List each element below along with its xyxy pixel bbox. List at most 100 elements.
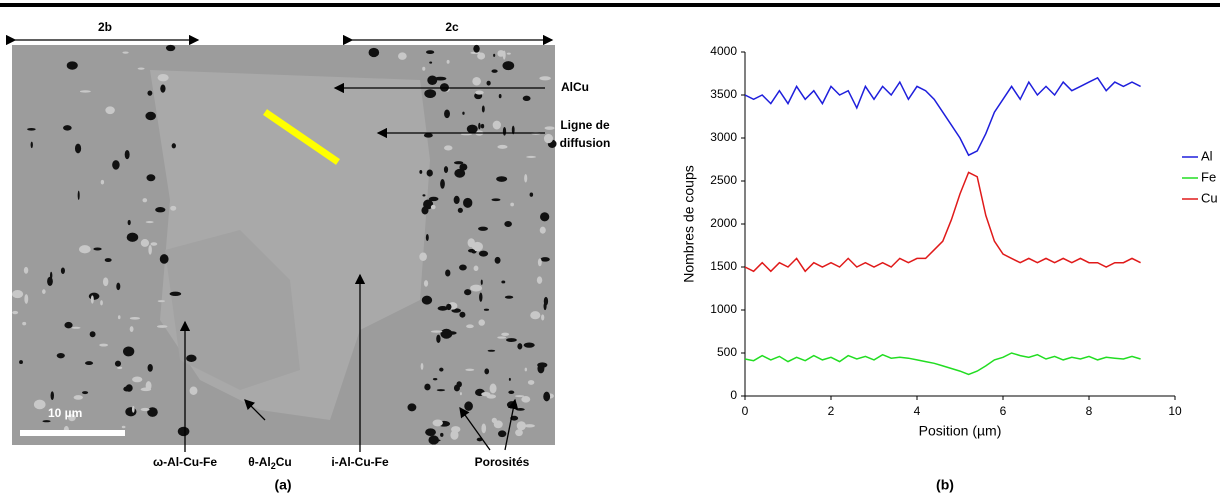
pore [502,126,507,136]
label-part: θ-Al [248,455,270,469]
pore [426,50,435,55]
pore [100,179,105,185]
pore [60,267,65,274]
pore [423,252,426,259]
pore [541,314,545,321]
pore [478,319,485,326]
pore [440,328,453,339]
pore [522,95,531,102]
pore [426,169,433,177]
pore [486,80,491,86]
pore [504,220,512,228]
pore [131,405,135,413]
pore [436,334,441,343]
data-line [744,76,1141,157]
pore [453,161,464,165]
pore [530,311,541,320]
y-tick-label: 3500 [710,87,737,101]
pore [478,226,488,231]
pore [508,390,515,394]
pore [446,303,452,311]
pore [537,258,542,267]
pore [456,381,462,388]
pore [506,338,517,342]
pore [446,59,450,64]
arrow [244,399,266,421]
label: 2c [445,20,459,34]
pore [429,61,433,64]
pore [459,392,462,396]
pore [140,239,150,247]
pore [430,330,443,333]
data-line [744,352,1141,376]
pore [82,391,89,395]
pore [145,221,154,224]
pore [497,144,508,149]
grain [165,230,300,390]
pore [493,53,496,57]
pore [497,430,507,438]
pore [491,69,498,73]
pore [428,435,440,445]
pore [483,308,490,311]
pore [527,380,535,385]
pore [421,295,433,305]
pore [539,226,546,234]
scan-line [263,109,340,165]
pore [79,245,91,254]
pore [523,342,535,348]
y-tick-label: 1500 [710,259,737,273]
pore [147,364,153,372]
caption: (a) [274,477,291,493]
pore [440,179,445,189]
pore [423,133,433,138]
pore [543,133,554,144]
pore [501,280,506,284]
pore [501,332,510,337]
pore [64,321,73,329]
pore [467,238,475,248]
pore [50,391,54,401]
pore [12,289,24,299]
pore [544,126,555,130]
pore [126,232,139,242]
pore [146,174,156,182]
label: AlCu [561,80,589,94]
pore [539,76,551,81]
pore [516,421,526,431]
label: Porosités [475,455,530,469]
pore [73,395,83,400]
pore [444,109,450,119]
pore [19,360,23,365]
pore [459,163,468,171]
top-rule [0,3,1220,7]
y-tick-label: 500 [717,345,737,359]
pore [42,289,46,295]
pore [543,296,549,306]
pore [100,300,103,306]
x-tick-label: 10 [1168,404,1182,418]
pore [125,407,137,417]
pore [504,295,514,299]
pore [89,331,96,338]
pore [433,439,441,442]
pore [407,403,417,412]
pore [171,143,176,149]
pore [24,294,29,304]
pore [481,423,487,434]
pore [102,277,109,287]
pore [480,123,485,129]
x-tick-label: 4 [914,404,921,418]
scale-bar [20,430,125,436]
label-part: 2 [271,461,276,471]
pore [79,90,91,93]
pore [114,360,122,367]
pore [47,276,53,287]
pore [150,242,158,246]
pore [487,349,496,352]
pore [77,190,80,200]
pore [189,386,198,396]
pore [481,105,485,113]
pore [157,300,166,303]
